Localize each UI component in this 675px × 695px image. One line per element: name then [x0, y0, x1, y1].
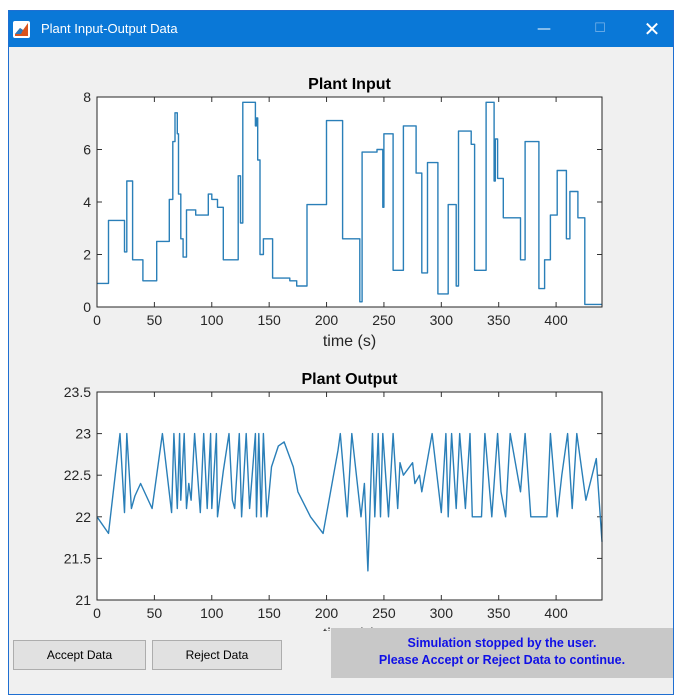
y-tick-label: 8 — [83, 89, 91, 105]
x-tick-label: 300 — [430, 605, 454, 621]
window-title: Plant Input-Output Data — [41, 21, 178, 36]
x-tick-label: 250 — [372, 312, 396, 328]
x-tick-label: 200 — [315, 312, 339, 328]
x-tick-label: 400 — [544, 605, 568, 621]
y-tick-label: 23.5 — [64, 384, 91, 400]
series-line — [97, 101, 602, 306]
title-bar[interactable]: Plant Input-Output Data — ☐ ✕ — [9, 11, 673, 47]
x-tick-label: 400 — [544, 312, 568, 328]
y-tick-label: 23 — [75, 426, 91, 442]
x-tick-label: 300 — [430, 312, 454, 328]
x-tick-label: 350 — [487, 312, 511, 328]
app-window: Plant Input-Output Data — ☐ ✕ Plant Inpu… — [8, 10, 674, 695]
x-tick-label: 150 — [257, 312, 281, 328]
y-tick-label: 6 — [83, 142, 91, 158]
chart-title: Plant Output — [302, 371, 399, 388]
x-tick-label: 0 — [93, 312, 101, 328]
status-message: Simulation stopped by the user. Please A… — [331, 628, 673, 678]
y-tick-label: 2 — [83, 247, 91, 263]
y-tick-label: 21.5 — [64, 550, 91, 566]
accept-data-button[interactable]: Accept Data — [13, 640, 146, 670]
status-line-2: Please Accept or Reject Data to continue… — [378, 653, 626, 667]
y-tick-label: 21 — [75, 592, 91, 608]
maximize-icon[interactable]: ☐ — [594, 21, 606, 36]
reject-data-button[interactable]: Reject Data — [152, 640, 282, 670]
x-tick-label: 50 — [147, 312, 163, 328]
x-tick-label: 350 — [487, 605, 511, 621]
chart-title: Plant Input — [308, 76, 391, 93]
x-tick-label: 50 — [147, 605, 163, 621]
x-tick-label: 100 — [200, 605, 224, 621]
status-line-1: Simulation stopped by the user. — [407, 636, 597, 650]
y-tick-label: 22.5 — [64, 467, 91, 483]
series-line — [96, 432, 603, 572]
minimize-icon[interactable]: — — [537, 21, 551, 37]
x-tick-label: 250 — [372, 605, 396, 621]
x-tick-label: 100 — [200, 312, 224, 328]
close-icon[interactable]: ✕ — [643, 17, 661, 41]
plot-frame — [96, 391, 603, 601]
x-tick-label: 200 — [315, 605, 339, 621]
x-axis-label: time (s) — [323, 333, 376, 350]
plant-output-plot: Plant Output 0 50 100 150 200 250 300 350 400 21 21… — [64, 371, 603, 631]
plant-input-plot: Plant Input 0 50 100 150 200 250 300 350 400 0 2 4 6 8… — [83, 76, 603, 350]
y-tick-label: 0 — [83, 299, 91, 315]
x-tick-label: 150 — [257, 605, 281, 621]
x-tick-label: 0 — [93, 605, 101, 621]
matlab-logo-icon — [13, 21, 30, 38]
plot-frame — [96, 96, 603, 308]
y-tick-label: 4 — [83, 194, 91, 210]
y-tick-label: 22 — [75, 509, 91, 525]
